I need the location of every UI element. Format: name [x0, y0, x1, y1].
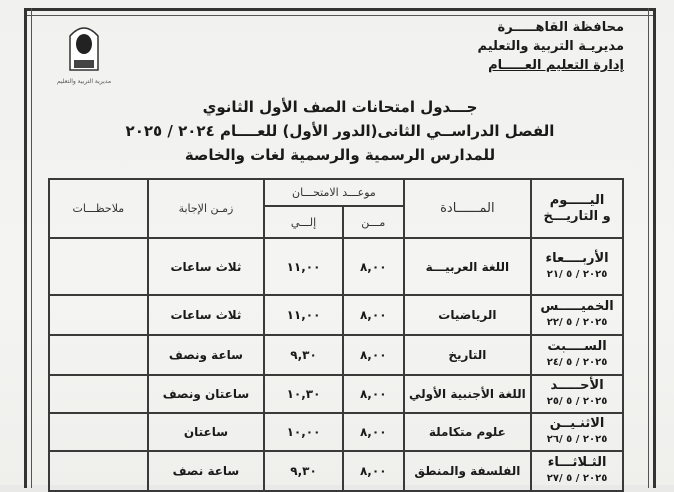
day-date-cell: الســــبت ٢٠٢٥ / ٥ /٢٤: [530, 334, 624, 376]
table-row: الثـلاثـــاء ٢٠٢٥ / ٥ /٢٧ الفلسفة والمنطق…: [48, 450, 624, 492]
table-row: الأربــــعاء ٢٠٢٥ / ٥ /٢١ اللغة العربيـــ…: [48, 237, 624, 296]
duration-cell: ساعة ونصف: [146, 334, 266, 376]
header-row: اليـــــوم و التاريـــخ المــــــادة موع…: [48, 178, 624, 239]
header-notes: ملاحظـــات: [48, 178, 149, 239]
duration-cell: ثلاث ساعات: [146, 237, 266, 296]
duration-cell: ساعة نصف: [146, 450, 266, 492]
to-time-cell: ١١,٠٠: [263, 237, 344, 296]
ministry-logo: [69, 27, 99, 71]
frame-border-left: [24, 8, 32, 488]
day-date-cell: الخميـــــس ٢٠٢٥ / ٥ /٢٢: [530, 294, 624, 336]
exam-date: ٢٠٢٥ / ٥ /٢١: [546, 268, 608, 280]
day-date-cell: الأربــــعاء ٢٠٢٥ / ٥ /٢١: [530, 237, 624, 296]
from-time-cell: ٨,٠٠: [341, 374, 405, 414]
table-row: الاثنـيــن ٢٠٢٥ / ٥ /٢٦ علوم متكاملة ٨,٠٠…: [48, 412, 624, 452]
exam-date: ٢٠٢٥ / ٥ /٢٦: [546, 434, 608, 445]
organization-header: محافظة القاهـــــرة مديريـة التربية والت…: [478, 18, 624, 75]
header-duration: زمـن الإجابة: [146, 178, 266, 239]
to-time-cell: ١١,٠٠: [263, 294, 344, 336]
header-subject: المــــــادة: [402, 178, 533, 239]
day-name: الأربــــعاء: [545, 250, 609, 266]
title-schools: للمدارس الرسمية والرسمية لغات والخاصة: [184, 146, 496, 164]
subject-cell: اللغة الأجنبية الأولي: [402, 374, 533, 414]
notes-cell: [48, 374, 149, 414]
header-schedule: موعـــد الامتحـــان: [263, 178, 405, 207]
header-day-date: اليـــــوم و التاريـــخ: [530, 178, 624, 239]
from-time-cell: ٨,٠٠: [341, 334, 405, 376]
to-time-cell: ٩,٣٠: [263, 450, 344, 492]
subject-cell: علوم متكاملة: [402, 412, 533, 452]
title-term: الفصل الدراســي الثانى(الدور الأول) للعـ…: [125, 122, 555, 140]
day-date-cell: الاثنـيــن ٢٠٢٥ / ٥ /٢٦: [530, 412, 624, 452]
header-day: اليـــــوم: [549, 192, 605, 208]
day-name: الســــبت: [547, 339, 607, 354]
to-time-cell: ١٠,٣٠: [263, 374, 344, 414]
from-time-cell: ٨,٠٠: [341, 294, 405, 336]
table-row: الســــبت ٢٠٢٥ / ٥ /٢٤ التاريخ ٨,٠٠ ٩,٣٠ …: [48, 334, 624, 376]
notes-cell: [48, 237, 149, 296]
day-name: الثـلاثـــاء: [547, 455, 607, 470]
subject-cell: التاريخ: [402, 334, 533, 376]
governorate: محافظة القاهـــــرة: [497, 20, 624, 35]
day-name: الاثنـيــن: [549, 416, 605, 431]
duration-cell: ساعتان ونصف: [146, 374, 266, 414]
frame-border-top: [24, 8, 656, 16]
exam-date: ٢٠٢٥ / ٥ /٢٢: [546, 317, 608, 328]
day-date-cell: الأحـــــد ٢٠٢٥ / ٥ /٢٥: [530, 374, 624, 414]
notes-cell: [48, 450, 149, 492]
header-date: و التاريـــخ: [543, 208, 611, 224]
header-from: مـــن: [341, 205, 405, 239]
day-name: الخميـــــس: [540, 299, 614, 314]
logo-caption: مديرية التربية والتعليم: [56, 78, 112, 85]
header-to: إلـــي: [263, 205, 344, 239]
to-time-cell: ٩,٣٠: [263, 334, 344, 376]
notes-cell: [48, 412, 149, 452]
table-row: الأحـــــد ٢٠٢٥ / ٥ /٢٥ اللغة الأجنبية ال…: [48, 374, 624, 414]
subject-cell: الفلسفة والمنطق: [402, 450, 533, 492]
day-name: الأحـــــد: [550, 378, 604, 393]
administration: إدارة التعليم العـــــام: [488, 58, 624, 73]
from-time-cell: ٨,٠٠: [341, 450, 405, 492]
exam-date: ٢٠٢٥ / ٥ /٢٤: [546, 357, 608, 368]
notes-cell: [48, 334, 149, 376]
exam-date: ٢٠٢٥ / ٥ /٢٧: [546, 473, 608, 484]
subject-cell: اللغة العربيـــة: [402, 237, 533, 296]
table-row: الخميـــــس ٢٠٢٥ / ٥ /٢٢ الرياضيات ٨,٠٠ ١…: [48, 294, 624, 336]
duration-cell: ساعتان: [146, 412, 266, 452]
frame-border-right: [648, 8, 656, 488]
from-time-cell: ٨,٠٠: [341, 412, 405, 452]
notes-cell: [48, 294, 149, 336]
subject-cell: الرياضيات: [402, 294, 533, 336]
duration-cell: ثلاث ساعات: [146, 294, 266, 336]
title-main: جـــدول امتحانات الصف الأول الثانوي: [202, 98, 478, 116]
document-titles: جـــدول امتحانات الصف الأول الثانوي الفص…: [100, 95, 580, 167]
exam-date: ٢٠٢٥ / ٥ /٢٥: [546, 396, 608, 407]
from-time-cell: ٨,٠٠: [341, 237, 405, 296]
header-subrow: مـــن إلـــي: [49, 205, 623, 239]
exam-schedule-table: اليـــــوم و التاريـــخ المــــــادة موع…: [48, 178, 624, 492]
day-date-cell: الثـلاثـــاء ٢٠٢٥ / ٥ /٢٧: [530, 450, 624, 492]
to-time-cell: ١٠,٠٠: [263, 412, 344, 452]
directorate: مديريـة التربية والتعليم: [477, 39, 624, 54]
